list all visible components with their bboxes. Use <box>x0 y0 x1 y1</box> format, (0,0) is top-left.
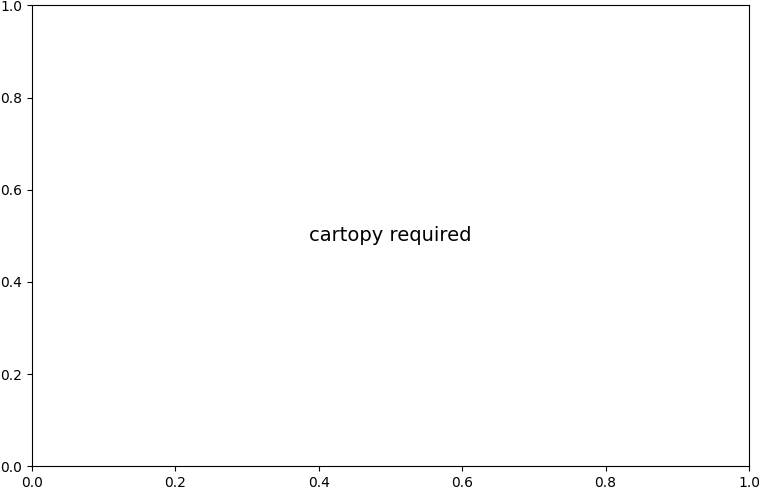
Text: cartopy required: cartopy required <box>309 226 472 245</box>
